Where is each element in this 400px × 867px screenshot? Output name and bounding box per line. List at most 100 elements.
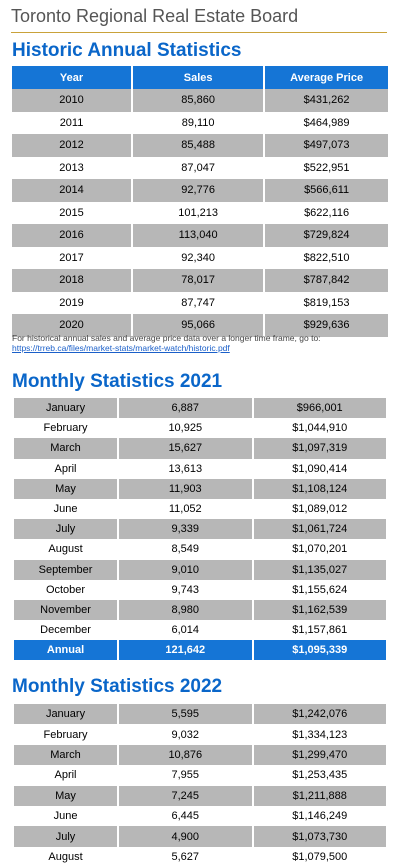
annual-total-row: Annual 121,642 $1,095,339 [14, 640, 386, 661]
cell-sales: 6,445 [171, 810, 200, 823]
table-row: 2011 89,110 $464,989 [12, 112, 388, 135]
cell-sales: 95,066 [133, 314, 264, 337]
title-divider [11, 32, 387, 33]
cell-sales: 13,613 [168, 462, 203, 475]
cell-sales: 6,887 [119, 398, 252, 419]
cell-sales: 92,776 [133, 179, 264, 202]
table-row: 2016 113,040 $729,824 [12, 224, 388, 247]
cell-price: $1,044,910 [292, 422, 348, 435]
cell-label: 2012 [12, 134, 132, 157]
cell-label: September [14, 559, 118, 580]
cell-price: $1,070,201 [292, 543, 348, 556]
board-title: Toronto Regional Real Estate Board [11, 6, 299, 26]
cell-price: $1,155,624 [292, 583, 348, 596]
cell-price: $497,073 [265, 134, 388, 157]
cell-label: 2016 [12, 224, 132, 247]
cell-sales: 87,747 [181, 296, 215, 309]
cell-label: 2018 [12, 269, 132, 292]
annual-label: Annual [14, 640, 118, 661]
table-row: 2015 101,213 $622,116 [12, 202, 388, 225]
cell-price: $464,989 [303, 116, 350, 129]
cell-label: 2010 [12, 89, 132, 112]
table-row: August 5,627 $1,079,500 [14, 847, 386, 867]
table-row: 2020 95,066 $929,636 [12, 314, 388, 337]
cell-price: $1,299,470 [253, 744, 386, 766]
cell-label: June [53, 503, 78, 516]
cell-price: $1,135,027 [253, 559, 386, 580]
cell-price: $1,157,861 [292, 624, 348, 637]
cell-price: $1,079,500 [292, 850, 348, 863]
monthly-2022-table: January 5,595 $1,242,076 February 9,032 $1,33… [12, 704, 388, 867]
cell-price: $966,001 [253, 398, 386, 419]
cell-label: May [14, 478, 118, 499]
cell-price: $1,211,888 [253, 785, 386, 806]
cell-price: $822,510 [303, 251, 350, 264]
cell-label: December [40, 624, 91, 637]
cell-price: $1,061,724 [253, 519, 386, 540]
cell-label: November [14, 599, 118, 621]
cell-label: April [54, 462, 77, 475]
cell-label: January [14, 398, 118, 419]
monthly-2021-title: Monthly Statistics 2021 [12, 371, 223, 392]
cell-sales: 78,017 [133, 269, 264, 292]
cell-sales: 9,743 [171, 583, 200, 596]
header-sales: Sales [133, 66, 264, 89]
cell-price: $1,146,249 [292, 810, 348, 823]
cell-sales: 7,955 [171, 769, 200, 782]
cell-price: $1,073,730 [253, 826, 386, 847]
table-row: May 11,903 $1,108,124 [14, 478, 386, 499]
cell-price: $1,162,539 [253, 599, 386, 621]
cell-label: March [14, 744, 118, 766]
cell-sales: 7,245 [119, 785, 252, 806]
cell-sales: 85,860 [133, 89, 264, 112]
cell-sales: 9,339 [119, 519, 252, 540]
cell-price: $622,116 [304, 206, 350, 219]
table-row: May 7,245 $1,211,888 [14, 785, 386, 806]
cell-price: $929,636 [265, 314, 388, 337]
table-row: February 10,925 $1,044,910 [14, 418, 386, 438]
table-row: 2014 92,776 $566,611 [12, 179, 388, 202]
cell-sales: 8,980 [119, 599, 252, 621]
historic-data-link[interactable]: https://trreb.ca/files/market-stats/mark… [12, 343, 230, 353]
cell-sales: 85,488 [133, 134, 264, 157]
cell-sales: 5,595 [119, 704, 252, 725]
cell-price: $729,824 [265, 224, 388, 247]
table-row: March 10,876 $1,299,470 [14, 744, 386, 766]
cell-label: July [14, 519, 118, 540]
cell-sales: 89,110 [181, 116, 215, 129]
annual-price: $1,095,339 [253, 640, 386, 661]
cell-price: $1,253,435 [292, 769, 348, 782]
historic-title: Historic Annual Statistics [12, 40, 242, 61]
table-row: January 5,595 $1,242,076 [14, 704, 386, 725]
header-year: Year [12, 66, 132, 89]
cell-sales: 113,040 [133, 224, 264, 247]
cell-label: 2014 [12, 179, 132, 202]
cell-sales: 92,340 [181, 251, 215, 264]
cell-label: 2015 [59, 206, 84, 219]
cell-price: $1,097,319 [253, 438, 386, 459]
monthly-2021-table: January 6,887 $966,001 February 10,925 $1,044… [12, 398, 388, 661]
header-average-price: Average Price [265, 66, 388, 89]
cell-label: 2011 [59, 116, 84, 129]
annual-sales: 121,642 [119, 640, 252, 661]
cell-sales: 10,876 [119, 744, 252, 766]
table-row: 2013 87,047 $522,951 [12, 157, 388, 180]
cell-label: February [43, 728, 88, 741]
cell-sales: 11,052 [168, 503, 202, 516]
cell-sales: 87,047 [181, 161, 215, 174]
cell-label: March [14, 438, 118, 459]
historic-header-row: Year Sales Average Price [12, 66, 388, 89]
historic-note: For historical annual sales and average … [12, 333, 392, 353]
cell-price: $566,611 [265, 179, 388, 202]
table-row: July 9,339 $1,061,724 [14, 519, 386, 540]
cell-sales: 4,900 [119, 826, 252, 847]
monthly-2022-title: Monthly Statistics 2022 [12, 676, 223, 697]
cell-label: April [54, 769, 77, 782]
table-row: July 4,900 $1,073,730 [14, 826, 386, 847]
cell-sales: 101,213 [178, 206, 218, 219]
cell-price: $1,089,012 [292, 503, 348, 516]
table-row: September 9,010 $1,135,027 [14, 559, 386, 580]
cell-price: $819,153 [303, 296, 350, 309]
historic-note-text: For historical annual sales and average … [12, 333, 321, 343]
cell-price: $1,242,076 [253, 704, 386, 725]
